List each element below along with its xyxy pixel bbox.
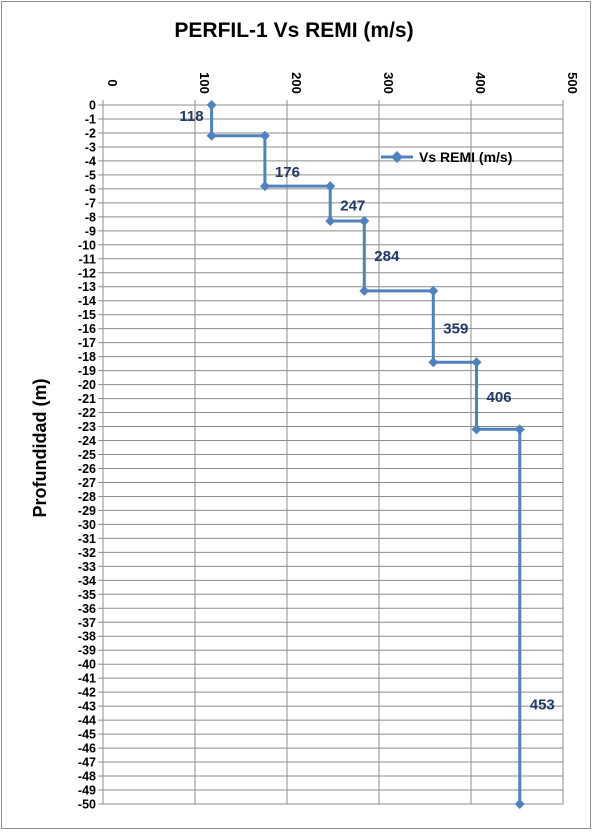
y-tick-label: -43 bbox=[78, 700, 96, 714]
y-axis-ticks: 0-1-2-3-4-5-6-7-8-9-10-11-12-13-14-15-16… bbox=[78, 99, 103, 812]
series-vs-remi bbox=[206, 100, 525, 809]
data-labels: 118 176 247 284 359 406 453 bbox=[179, 108, 554, 714]
y-tick-label: -18 bbox=[78, 350, 96, 364]
data-label: 247 bbox=[340, 198, 365, 215]
y-tick-label: -27 bbox=[78, 476, 96, 490]
y-tick-label: -41 bbox=[78, 672, 96, 686]
y-tick-label: -16 bbox=[78, 322, 96, 336]
y-tick-label: 0 bbox=[89, 99, 96, 113]
data-point-marker bbox=[206, 100, 217, 110]
data-label: 453 bbox=[530, 697, 555, 714]
data-point-marker bbox=[206, 130, 217, 141]
y-tick-label: -38 bbox=[78, 630, 96, 644]
series-line bbox=[210, 105, 522, 804]
y-tick-label: -35 bbox=[78, 588, 96, 602]
data-point-marker bbox=[259, 181, 270, 192]
y-tick-label: -46 bbox=[78, 742, 96, 756]
y-tick-label: -21 bbox=[78, 392, 96, 406]
y-tick-label: -17 bbox=[78, 336, 96, 350]
y-tick-label: -19 bbox=[78, 364, 96, 378]
y-tick-label: -1 bbox=[85, 112, 96, 126]
y-tick-label: -32 bbox=[78, 546, 96, 560]
data-label: 118 bbox=[179, 108, 203, 125]
y-tick-label: -7 bbox=[85, 196, 96, 210]
y-tick-label: -47 bbox=[78, 756, 96, 770]
y-tick-label: -23 bbox=[78, 420, 96, 434]
y-tick-label: -2 bbox=[85, 126, 96, 140]
y-tick-label: -11 bbox=[79, 252, 96, 266]
x-tick-label: 100 bbox=[197, 72, 212, 94]
y-tick-label: -44 bbox=[78, 714, 96, 728]
x-tick-label: 300 bbox=[381, 72, 396, 94]
y-tick-label: -13 bbox=[78, 280, 96, 294]
y-tick-label: -9 bbox=[85, 224, 96, 238]
y-tick-label: -29 bbox=[78, 504, 96, 518]
x-tick-label: 200 bbox=[289, 72, 304, 94]
data-label: 176 bbox=[275, 164, 300, 181]
y-tick-label: -3 bbox=[85, 140, 96, 154]
data-point-marker bbox=[359, 216, 370, 227]
legend-marker-icon bbox=[391, 151, 403, 163]
y-tick-label: -6 bbox=[85, 182, 96, 196]
y-tick-label: -10 bbox=[78, 238, 96, 252]
data-label: 359 bbox=[443, 321, 468, 338]
y-tick-label: -50 bbox=[78, 798, 96, 812]
data-label: 406 bbox=[487, 389, 512, 406]
y-tick-label: -48 bbox=[78, 770, 96, 784]
legend-label: Vs REMI (m/s) bbox=[419, 149, 512, 165]
y-tick-label: -4 bbox=[85, 154, 96, 168]
y-tick-label: -42 bbox=[78, 686, 96, 700]
y-tick-label: -45 bbox=[78, 728, 96, 742]
x-tick-label: 500 bbox=[565, 72, 580, 94]
y-tick-label: -25 bbox=[78, 448, 96, 462]
y-tick-label: -37 bbox=[78, 616, 96, 630]
y-tick-label: -33 bbox=[78, 560, 96, 574]
y-tick-label: -49 bbox=[78, 784, 96, 798]
y-tick-label: -31 bbox=[78, 532, 96, 546]
y-tick-label: -28 bbox=[78, 490, 96, 504]
data-point-marker bbox=[325, 181, 336, 192]
legend: Vs REMI (m/s) bbox=[381, 149, 512, 165]
x-tick-label: 400 bbox=[473, 72, 488, 94]
x-axis-ticks: 0 100 200 300 400 500 bbox=[102, 72, 580, 105]
data-point-marker bbox=[428, 285, 439, 296]
y-tick-label: -24 bbox=[78, 434, 96, 448]
y-tick-label: -30 bbox=[78, 518, 96, 532]
y-tick-label: -12 bbox=[78, 266, 96, 280]
data-label: 284 bbox=[374, 248, 400, 265]
y-tick-label: -40 bbox=[78, 658, 96, 672]
y-tick-label: -34 bbox=[78, 574, 96, 588]
y-tick-label: -14 bbox=[78, 294, 96, 308]
data-point-marker bbox=[428, 357, 439, 368]
data-point-marker bbox=[514, 799, 525, 809]
y-tick-label: -39 bbox=[78, 644, 96, 658]
data-point-marker bbox=[471, 357, 482, 368]
y-tick-label: -20 bbox=[78, 378, 96, 392]
y-tick-label: -26 bbox=[78, 462, 96, 476]
chart-title: PERFIL-1 Vs REMI (m/s) bbox=[174, 19, 413, 42]
data-point-marker bbox=[471, 424, 482, 435]
data-point-marker bbox=[514, 424, 525, 435]
y-tick-label: -5 bbox=[85, 168, 96, 182]
y-tick-label: -15 bbox=[78, 308, 96, 322]
data-point-marker bbox=[359, 285, 370, 296]
y-tick-label: -22 bbox=[78, 406, 96, 420]
x-tick-label: 0 bbox=[105, 79, 120, 86]
y-tick-label: -8 bbox=[85, 210, 96, 224]
y-axis-label: Profundidad (m) bbox=[30, 379, 50, 518]
data-point-marker bbox=[259, 130, 270, 141]
y-tick-label: -36 bbox=[78, 602, 96, 616]
data-point-marker bbox=[325, 216, 336, 227]
